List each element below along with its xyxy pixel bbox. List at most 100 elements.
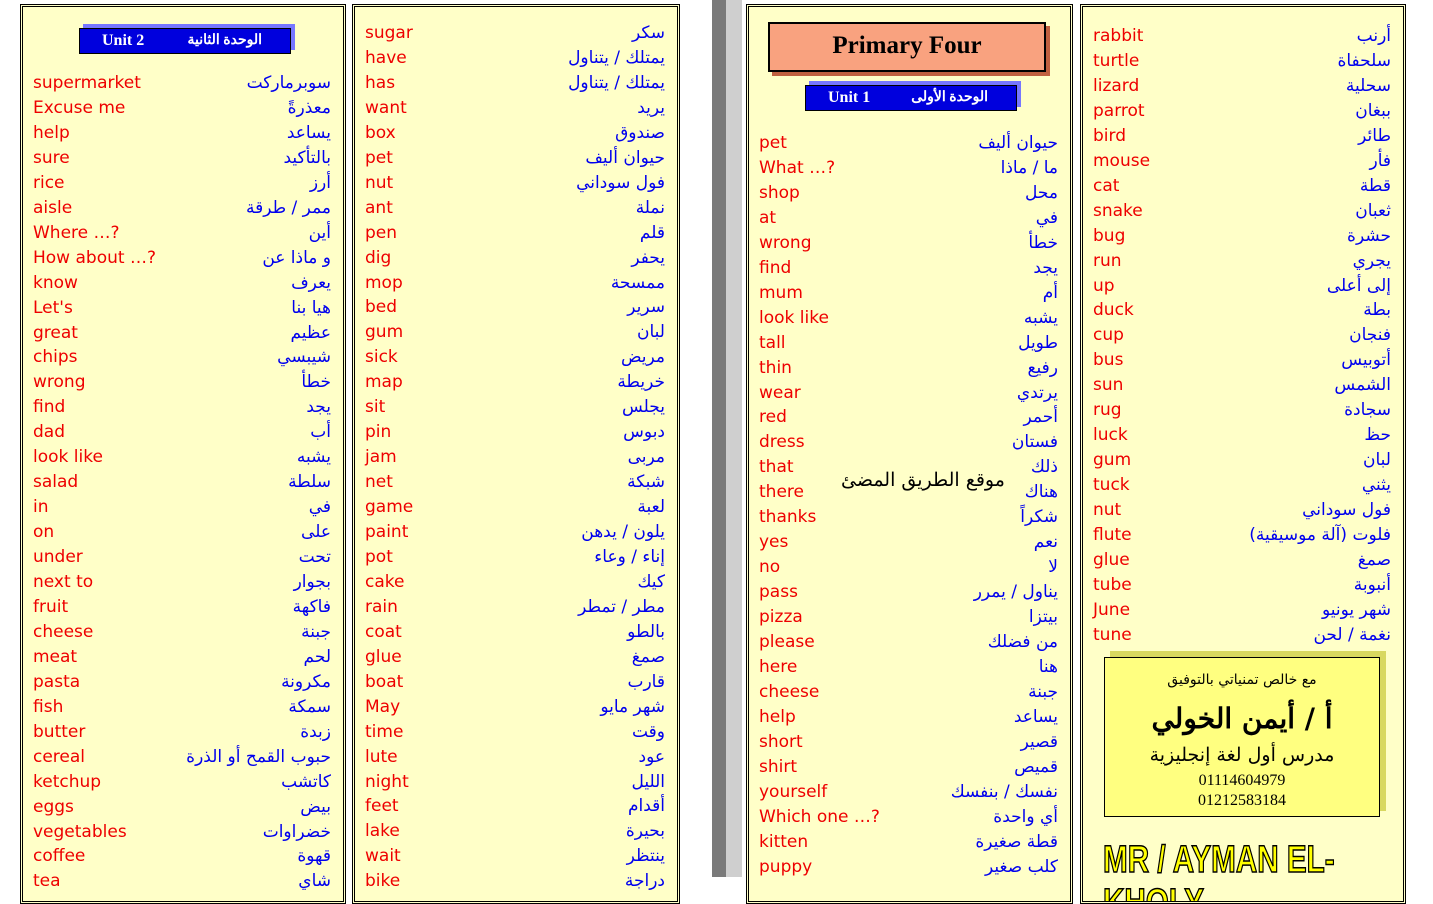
arabic-word: كيك	[637, 571, 665, 592]
english-word: bug	[1093, 225, 1126, 246]
english-word: next to	[33, 572, 94, 592]
arabic-word: هيا بنا	[291, 297, 331, 318]
english-word: feet	[365, 796, 399, 817]
arabic-word: شهر يونيو	[1321, 599, 1391, 620]
english-word: cup	[1093, 325, 1124, 346]
english-word: box	[365, 122, 396, 143]
arabic-word: يمتلك / يتناول	[568, 72, 665, 93]
arabic-word: يحفر	[631, 247, 665, 268]
arabic-word: فول سوداني	[576, 172, 665, 193]
arabic-word: إناء / وعاء	[594, 546, 665, 567]
arabic-word: بيتزا	[1028, 607, 1058, 628]
english-word: on	[33, 522, 55, 543]
arabic-word: زبدة	[300, 721, 331, 742]
english-word: rice	[33, 172, 65, 193]
arabic-word: شكراً	[1020, 507, 1058, 528]
arabic-word: قصير	[1020, 731, 1058, 752]
english-word: cheese	[759, 681, 820, 702]
arabic-word: سمكة	[288, 696, 331, 717]
arabic-word: ينتظر	[626, 846, 665, 867]
phone: 01212583184	[1198, 792, 1286, 809]
arabic-word: بالتأكيد	[283, 147, 331, 168]
english-word: great	[33, 322, 78, 343]
english-word: dig	[365, 247, 392, 268]
english-word: look like	[759, 307, 829, 328]
english-word: sick	[365, 347, 398, 368]
english-word: up	[1093, 275, 1115, 296]
signature-line: مع خالص تمنياتي بالتوفيق	[1167, 672, 1317, 688]
arabic-word: فول سوداني	[1302, 500, 1391, 521]
english-word: short	[759, 731, 803, 752]
page: Unit 2 الوحدة الثانية supermarket سوبرمار…	[20, 0, 1406, 904]
english-word: tuck	[1093, 475, 1130, 496]
arabic-word: في	[308, 497, 331, 518]
arabic-word: يعرف	[291, 272, 331, 293]
arabic-word: تحت	[298, 547, 331, 568]
arabic-word: جبنة	[301, 621, 331, 642]
arabic-word: سجادة	[1344, 400, 1391, 421]
arabic-word: فاكهة	[292, 596, 331, 617]
english-word: snake	[1093, 200, 1143, 221]
arabic-word: إلى أعلى	[1326, 275, 1391, 296]
english-word: gum	[365, 322, 404, 343]
arabic-word: أي واحدة	[993, 806, 1058, 827]
english-word: fruit	[33, 596, 69, 617]
arabic-word: فنجان	[1349, 325, 1391, 346]
english-word: nut	[1093, 500, 1122, 521]
english-word: shirt	[759, 756, 798, 777]
arabic-word: نغمة / لحن	[1313, 624, 1391, 645]
arabic-word: عود	[638, 746, 666, 767]
arabic-word: محل	[1025, 182, 1058, 203]
arabic-word: أرز	[309, 172, 331, 193]
english-word: nut	[365, 172, 394, 193]
separator	[712, 0, 726, 877]
arabic-word: سوبرماركت	[246, 73, 331, 93]
arabic-word: عظيم	[290, 322, 331, 343]
arabic-word: طويل	[1018, 332, 1058, 353]
arabic-word: يساعد	[286, 122, 331, 143]
english-word: red	[759, 407, 787, 428]
english-word: have	[365, 47, 407, 68]
english-word: want	[365, 97, 407, 118]
arabic-word: بيض	[300, 796, 331, 817]
arabic-word: على	[301, 522, 331, 543]
banner: MR / AYMAN EL-KHOLY	[1102, 838, 1335, 904]
arabic-word: لا	[1048, 557, 1058, 578]
arabic-word: يريد	[637, 97, 665, 118]
english-word: ketchup	[33, 771, 102, 792]
arabic-word: مربى	[627, 447, 665, 468]
arabic-word: صندوق	[615, 122, 665, 143]
unit-arabic: الوحدة الثانية	[187, 33, 263, 48]
english-word: map	[365, 372, 403, 393]
arabic-word: خطأ	[301, 372, 331, 393]
signature-role: مدرس أول لغة إنجليزية	[1149, 744, 1335, 766]
arabic-word: شبكة	[627, 472, 665, 493]
english-word: that	[759, 457, 794, 478]
english-word: glue	[1093, 549, 1130, 570]
english-word: cake	[365, 571, 405, 592]
english-word: bike	[365, 871, 401, 892]
arabic-word: أب	[310, 422, 331, 443]
english-word: ant	[365, 197, 393, 218]
english-word: has	[365, 72, 396, 93]
english-word: duck	[1093, 300, 1134, 321]
panel: مع خالص تمنياتي بالتوفيق أ / أيمن الخولي…	[1080, 4, 1406, 904]
arabic-word: نعم	[1033, 532, 1058, 553]
english-word: butter	[33, 721, 86, 742]
english-word: May	[365, 696, 401, 717]
arabic-word: قارب	[627, 671, 665, 692]
arabic-word: ذلك	[1030, 457, 1058, 478]
arabic-word: مطر / تمطر	[578, 596, 665, 617]
arabic-word: يلون / يدهن	[581, 522, 665, 542]
english-word: find	[759, 257, 792, 278]
english-word: look like	[33, 447, 103, 468]
arabic-word: كاتشب	[281, 771, 331, 792]
english-word: no	[759, 557, 781, 578]
signature-box: مع خالص تمنياتي بالتوفيق أ / أيمن الخولي…	[1104, 657, 1380, 817]
arabic-word: سلطة	[288, 472, 331, 493]
english-word: game	[365, 497, 414, 518]
english-word: tune	[1093, 624, 1132, 645]
english-word: meat	[33, 646, 78, 667]
arabic-word: يجري	[1352, 250, 1391, 271]
english-word: wear	[759, 382, 801, 403]
